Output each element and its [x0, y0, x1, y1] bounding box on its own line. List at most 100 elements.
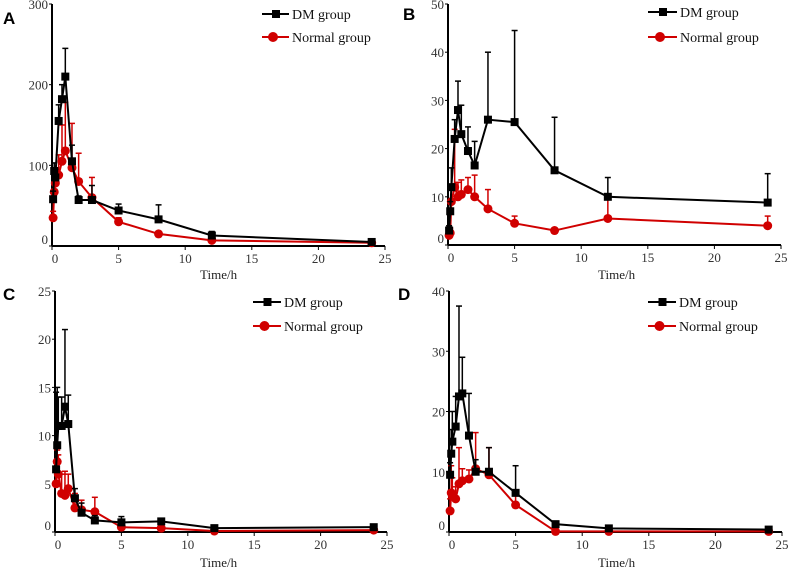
data-point — [464, 431, 473, 440]
y-tick-label: 40 — [432, 284, 445, 299]
legend-marker — [654, 321, 665, 331]
series-normal-group — [51, 449, 379, 536]
data-point — [50, 166, 59, 175]
series-dm-group — [446, 305, 773, 534]
x-tick-label: 25 — [775, 250, 788, 265]
y-tick-label: 40 — [431, 45, 444, 60]
legend-marker — [272, 10, 280, 18]
data-point — [448, 437, 457, 446]
data-point — [446, 470, 455, 479]
legend-label: Normal group — [679, 320, 758, 335]
data-point — [52, 465, 61, 474]
data-point — [49, 195, 58, 204]
data-point — [367, 237, 376, 246]
legend-label: DM group — [679, 296, 738, 311]
data-point — [550, 226, 560, 236]
data-point — [210, 524, 219, 533]
panel-D: D 0 10 20 30 40 0 5 10 15 20 25 Time/h DM group Normal… — [398, 284, 789, 570]
data-point — [77, 508, 86, 517]
data-point — [458, 389, 467, 398]
y-tick-label: 20 — [431, 142, 444, 157]
x-tick-label: 15 — [248, 537, 261, 552]
data-point — [51, 173, 60, 182]
x-tick-label: 25 — [379, 251, 392, 266]
x-tick-label: 0 — [52, 251, 59, 266]
x-tick-label: 0 — [448, 250, 455, 265]
data-point — [369, 523, 378, 532]
data-point — [450, 134, 459, 143]
x-axis-label: Time/h — [200, 267, 238, 282]
x-tick-label: 25 — [381, 537, 394, 552]
data-point — [60, 146, 70, 156]
x-tick-label: 10 — [179, 251, 192, 266]
data-point — [484, 467, 493, 476]
legend-marker — [268, 32, 278, 42]
legend-label: Normal group — [680, 31, 759, 46]
x-tick-label: 20 — [314, 537, 327, 552]
y-tick-label: 30 — [431, 93, 444, 108]
data-point — [451, 422, 460, 431]
data-point — [447, 449, 456, 458]
data-point — [90, 507, 100, 517]
data-point — [74, 196, 83, 205]
x-tick-label: 0 — [55, 537, 62, 552]
x-axis-label: Time/h — [598, 267, 636, 282]
data-point — [510, 218, 520, 228]
legend-marker — [659, 8, 667, 16]
series-dm-group — [445, 29, 772, 235]
series-line — [55, 406, 374, 530]
data-point — [470, 192, 480, 202]
data-point — [156, 523, 166, 533]
data-point — [550, 166, 559, 175]
legend-label: DM group — [292, 8, 351, 23]
data-point — [87, 196, 96, 205]
series-dm-group — [52, 328, 378, 533]
data-point — [483, 204, 493, 214]
data-point — [471, 467, 480, 476]
x-tick-label: 10 — [575, 250, 588, 265]
x-tick-label: 5 — [118, 537, 125, 552]
x-tick-label: 5 — [115, 251, 122, 266]
data-point — [463, 147, 472, 156]
x-tick-label: 20 — [709, 537, 722, 552]
x-tick-label: 5 — [512, 537, 519, 552]
y-tick-label: 15 — [38, 380, 51, 395]
panel-label: D — [398, 285, 410, 304]
x-axis-label: Time/h — [200, 555, 238, 570]
y-tick-label: 25 — [38, 284, 51, 299]
y-tick-label: 30 — [432, 344, 445, 359]
data-point — [57, 95, 66, 104]
y-tick-label: 50 — [431, 0, 444, 12]
x-tick-label: 10 — [576, 537, 589, 552]
panel-label: A — [3, 9, 15, 28]
legend-label: DM group — [284, 296, 343, 311]
legend-label: Normal group — [292, 31, 371, 46]
data-point — [51, 479, 61, 489]
legend-marker — [259, 321, 270, 331]
data-point — [510, 118, 519, 127]
data-point — [464, 474, 474, 484]
data-point — [157, 517, 166, 526]
legend-label: DM group — [680, 6, 739, 21]
series-line — [52, 76, 372, 243]
legend-marker — [658, 298, 667, 306]
legend-marker — [263, 298, 272, 306]
y-tick-label: 0 — [42, 232, 49, 247]
y-tick-label: 20 — [38, 332, 51, 347]
y-tick-label: 10 — [38, 429, 51, 444]
x-tick-label: 10 — [181, 537, 194, 552]
data-point — [511, 488, 520, 497]
data-point — [114, 217, 124, 227]
data-point — [604, 524, 613, 533]
data-point — [763, 198, 772, 207]
y-tick-label: 20 — [432, 405, 445, 420]
data-point — [453, 106, 462, 115]
y-tick-label: 10 — [432, 465, 445, 480]
data-point — [470, 161, 479, 170]
data-point — [117, 518, 126, 527]
data-point — [445, 506, 455, 516]
legend-label: Normal group — [284, 320, 363, 335]
panel-A: A 0 100 200 300 0 5 10 15 20 25 Time/h DM group Norma… — [3, 0, 392, 282]
x-tick-label: 15 — [245, 251, 258, 266]
